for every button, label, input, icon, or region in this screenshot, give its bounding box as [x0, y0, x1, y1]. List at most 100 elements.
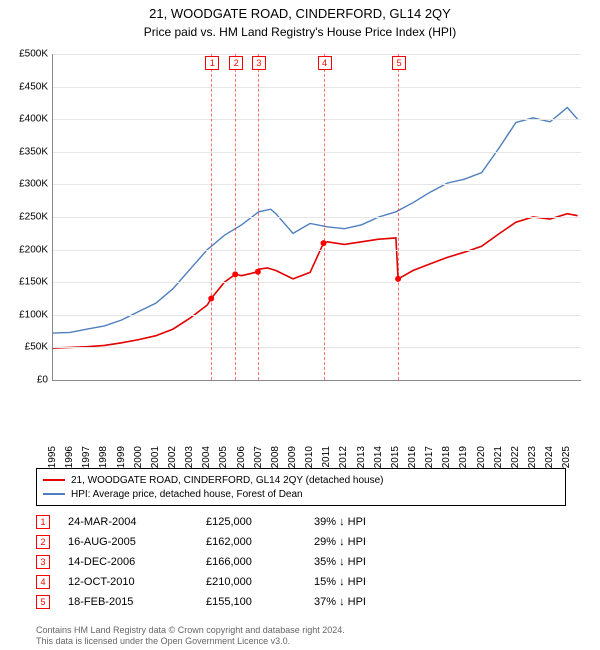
y-tick-label: £0	[4, 375, 48, 386]
chart-title: 21, WOODGATE ROAD, CINDERFORD, GL14 2QY	[0, 6, 600, 21]
gridline	[53, 250, 581, 251]
x-tick-label: 2006	[236, 446, 247, 468]
x-tick-label: 1999	[116, 446, 127, 468]
sale-row-delta: 15% ↓ HPI	[314, 576, 434, 588]
sale-row-date: 24-MAR-2004	[68, 516, 188, 528]
sale-row: 2 16-AUG-2005 £162,000 29% ↓ HPI	[36, 532, 566, 552]
sale-row-delta: 39% ↓ HPI	[314, 516, 434, 528]
sale-row-marker: 3	[36, 555, 50, 569]
sale-row-marker: 4	[36, 575, 50, 589]
gridline	[53, 282, 581, 283]
y-tick-label: £450K	[4, 81, 48, 92]
series-line	[53, 108, 578, 334]
legend-label-property: 21, WOODGATE ROAD, CINDERFORD, GL14 2QY …	[71, 475, 384, 486]
chart: 123 4 5 £0 £50K £100K £150K £200K £250K £300K £35…	[0, 50, 600, 430]
sale-row-date: 16-AUG-2005	[68, 536, 188, 548]
x-tick-label: 2001	[150, 446, 161, 468]
x-tick-label: 2003	[184, 446, 195, 468]
sale-row: 4 12-OCT-2010 £210,000 15% ↓ HPI	[36, 572, 566, 592]
x-tick-label: 2013	[356, 446, 367, 468]
sale-marker-3: 3	[252, 56, 266, 70]
sale-row-delta: 37% ↓ HPI	[314, 596, 434, 608]
x-tick-label: 2005	[218, 446, 229, 468]
x-tick-label: 2022	[510, 446, 521, 468]
x-tick-label: 1997	[81, 446, 92, 468]
sale-vline	[398, 54, 399, 380]
x-tick-label: 2015	[390, 446, 401, 468]
x-tick-label: 1998	[98, 446, 109, 468]
series-line	[53, 214, 578, 348]
x-tick-label: 1996	[64, 446, 75, 468]
sale-row-price: £125,000	[206, 516, 296, 528]
sale-vline	[211, 54, 212, 380]
x-tick-label: 2011	[321, 446, 332, 468]
x-tick-label: 2010	[304, 446, 315, 468]
x-tick-label: 2004	[201, 446, 212, 468]
x-tick-label: 2019	[458, 446, 469, 468]
sale-row: 1 24-MAR-2004 £125,000 39% ↓ HPI	[36, 512, 566, 532]
y-tick-label: £400K	[4, 114, 48, 125]
sale-row-delta: 29% ↓ HPI	[314, 536, 434, 548]
gridline	[53, 315, 581, 316]
sale-marker-2: 2	[229, 56, 243, 70]
sale-marker-4: 4	[318, 56, 332, 70]
sale-row-date: 12-OCT-2010	[68, 576, 188, 588]
sale-row-marker: 1	[36, 515, 50, 529]
sale-vline	[324, 54, 325, 380]
x-tick-label: 2000	[133, 446, 144, 468]
sale-row-date: 14-DEC-2006	[68, 556, 188, 568]
y-tick-label: £300K	[4, 179, 48, 190]
footer-line1: Contains HM Land Registry data © Crown c…	[36, 625, 566, 637]
y-tick-label: £100K	[4, 309, 48, 320]
y-tick-label: £150K	[4, 277, 48, 288]
x-tick-label: 2012	[338, 446, 349, 468]
legend-swatch-hpi	[43, 493, 65, 495]
sale-row-marker: 5	[36, 595, 50, 609]
plot-area: 123 4 5	[52, 54, 581, 381]
y-tick-label: £250K	[4, 212, 48, 223]
footer: Contains HM Land Registry data © Crown c…	[36, 625, 566, 648]
gridline	[53, 87, 581, 88]
sale-row-marker: 2	[36, 535, 50, 549]
x-tick-label: 2018	[441, 446, 452, 468]
y-tick-label: £50K	[4, 342, 48, 353]
x-tick-label: 2007	[253, 446, 264, 468]
gridline	[53, 54, 581, 55]
gridline	[53, 217, 581, 218]
sale-row-date: 18-FEB-2015	[68, 596, 188, 608]
sale-row: 5 18-FEB-2015 £155,100 37% ↓ HPI	[36, 592, 566, 612]
sale-vline	[258, 54, 259, 380]
x-tick-label: 2016	[407, 446, 418, 468]
y-tick-label: £500K	[4, 49, 48, 60]
gridline	[53, 347, 581, 348]
gridline	[53, 152, 581, 153]
sale-vline	[235, 54, 236, 380]
y-tick-label: £350K	[4, 146, 48, 157]
sale-row-price: £155,100	[206, 596, 296, 608]
sale-row-price: £210,000	[206, 576, 296, 588]
x-tick-label: 2017	[424, 446, 435, 468]
sales-table: 1 24-MAR-2004 £125,000 39% ↓ HPI 2 16-AUG-200…	[36, 512, 566, 612]
legend-row-property: 21, WOODGATE ROAD, CINDERFORD, GL14 2QY …	[43, 473, 559, 487]
x-tick-label: 1995	[47, 446, 58, 468]
legend: 21, WOODGATE ROAD, CINDERFORD, GL14 2QY …	[36, 468, 566, 506]
y-tick-label: £200K	[4, 244, 48, 255]
x-tick-label: 2021	[493, 446, 504, 468]
x-tick-label: 2020	[476, 446, 487, 468]
x-tick-label: 2025	[561, 446, 572, 468]
legend-row-hpi: HPI: Average price, detached house, Fore…	[43, 487, 559, 501]
x-tick-label: 2024	[544, 446, 555, 468]
sale-row-price: £166,000	[206, 556, 296, 568]
sale-marker-5: 5	[392, 56, 406, 70]
x-tick-label: 2008	[270, 446, 281, 468]
footer-line2: This data is licensed under the Open Gov…	[36, 636, 566, 648]
legend-swatch-property	[43, 479, 65, 481]
sale-row-delta: 35% ↓ HPI	[314, 556, 434, 568]
sale-row: 3 14-DEC-2006 £166,000 35% ↓ HPI	[36, 552, 566, 572]
sale-marker-1: 1	[205, 56, 219, 70]
x-tick-label: 2014	[373, 446, 384, 468]
chart-subtitle: Price paid vs. HM Land Registry's House …	[0, 25, 600, 39]
legend-label-hpi: HPI: Average price, detached house, Fore…	[71, 489, 303, 500]
x-tick-label: 2023	[527, 446, 538, 468]
sale-row-price: £162,000	[206, 536, 296, 548]
